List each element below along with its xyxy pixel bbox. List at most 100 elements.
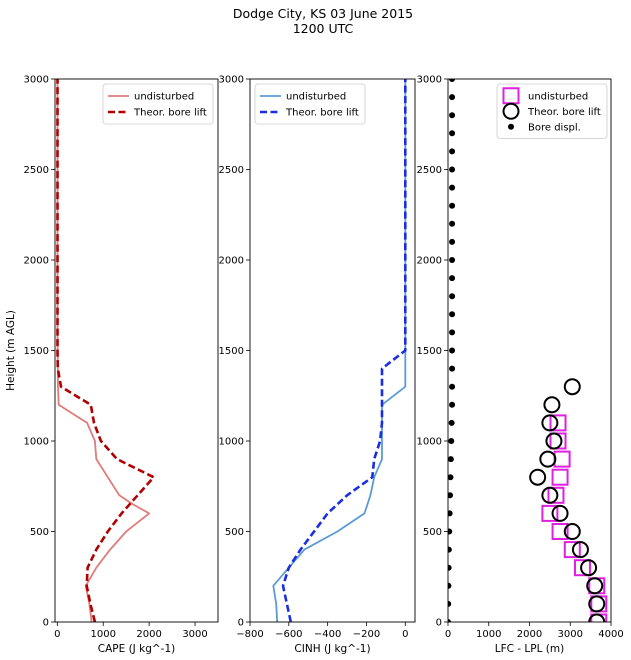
legend-label-bore-displ: Bore displ.	[528, 122, 581, 133]
x-tick-label: −400	[314, 629, 341, 640]
cinh-panel: −800 −600 −400 −200 0 0 500 1000 1500 2000 2500 300…	[219, 75, 416, 655]
figure-title-line2: 1200 UTC	[293, 21, 354, 36]
point-undisturbed	[549, 414, 567, 432]
y-tick-label: 500	[30, 527, 49, 538]
legend: undisturbed Theor. bore lift	[254, 83, 366, 125]
point-bore-displ	[448, 546, 452, 553]
point-theor-bore-lift	[586, 577, 604, 595]
point-bore-displ	[448, 456, 454, 463]
point-undisturbed	[547, 486, 565, 504]
y-tick-label: 2000	[24, 256, 49, 267]
point-theor-bore-lift	[539, 450, 557, 468]
y-axis-label: Height (m AGL)	[5, 310, 17, 391]
lfc-lpl-panel: 0 1000 2000 3000 4000 0 500 1000 1500 2000 2500 300…	[417, 75, 624, 656]
series-layer	[448, 79, 608, 622]
point-bore-displ	[448, 510, 453, 517]
y-tick-label: 2500	[24, 165, 49, 176]
axes-frame	[54, 78, 219, 623]
point-bore-displ	[448, 474, 454, 481]
y-tick-label: 3000	[219, 75, 244, 86]
legend: undisturbed Theor. bore lift	[102, 83, 214, 125]
y-tick-label: 2000	[417, 256, 442, 267]
point-bore-displ	[448, 600, 452, 607]
axes-frame	[249, 78, 416, 623]
point-bore-displ	[448, 438, 455, 444]
legend-swatch-bore-displ	[508, 123, 514, 130]
point-bore-displ	[448, 582, 452, 589]
y-tick-label: 2500	[219, 165, 244, 176]
legend-label-undisturbed: undisturbed	[286, 92, 346, 103]
x-tick-label: 4000	[598, 629, 623, 640]
point-bore-displ	[449, 238, 456, 245]
point-bore-displ	[449, 401, 456, 408]
point-undisturbed	[553, 450, 571, 468]
y-tick-label: 1000	[24, 437, 49, 448]
legend-box	[496, 83, 608, 139]
y-tick-label: 0	[436, 618, 442, 629]
x-axis-label: CINH (J kg^-1)	[294, 643, 370, 655]
point-theor-bore-lift	[529, 468, 547, 486]
x-tick-label: 0	[445, 629, 451, 640]
legend-label-undisturbed: undisturbed	[528, 91, 588, 102]
point-bore-displ	[449, 383, 456, 390]
point-theor-bore-lift	[545, 432, 563, 450]
x-tick-label: 2000	[136, 629, 161, 640]
legend-label-theor-bore-lift: Theor. bore lift	[527, 107, 601, 118]
point-bore-displ	[448, 528, 453, 535]
y-tick-label: 500	[225, 527, 244, 538]
point-bore-displ	[449, 184, 456, 191]
point-bore-displ	[449, 166, 456, 173]
y-tick-label: 1500	[417, 346, 442, 357]
point-bore-displ	[449, 293, 456, 300]
x-tick-label: 1000	[476, 629, 501, 640]
point-bore-displ	[449, 329, 456, 336]
point-bore-displ	[449, 148, 456, 155]
point-theor-bore-lift	[588, 595, 606, 613]
point-undisturbed	[551, 523, 569, 540]
point-bore-displ	[448, 564, 452, 571]
cape-panel: 0 1000 2000 3000 0 500 1000 1500 2000 2500 3000 CAP…	[5, 75, 219, 655]
point-theor-bore-lift	[551, 504, 569, 522]
legend-box	[102, 83, 214, 125]
y-tick-label: 1500	[219, 346, 244, 357]
point-bore-displ	[449, 347, 456, 354]
x-tick-label: 3000	[558, 629, 583, 640]
point-bore-displ	[449, 220, 456, 227]
point-theor-bore-lift	[541, 486, 559, 504]
y-tick-label: 1000	[219, 437, 244, 448]
axes-frame	[447, 78, 612, 623]
series-line-undisturbed	[56, 79, 151, 622]
point-bore-displ	[449, 112, 456, 119]
x-tick-label: −200	[353, 629, 380, 640]
point-undisturbed	[573, 559, 591, 577]
x-tick-label: −600	[275, 629, 302, 640]
point-bore-displ	[449, 94, 456, 101]
legend-swatch-theor-bore-lift	[502, 102, 520, 120]
series-line-theor-bore-lift	[56, 79, 155, 622]
x-tick-label: 0	[402, 629, 408, 640]
point-theor-bore-lift	[541, 414, 559, 432]
point-bore-displ	[449, 79, 456, 82]
legend-label-theor-bore-lift: Theor. bore lift	[133, 108, 207, 119]
y-tick-label: 3000	[417, 75, 442, 86]
point-theor-bore-lift	[588, 613, 606, 622]
y-tick-label: 0	[238, 618, 244, 629]
y-tick-label: 2500	[417, 165, 442, 176]
point-theor-bore-lift	[571, 541, 589, 559]
point-bore-displ	[449, 311, 456, 318]
point-theor-bore-lift	[563, 523, 581, 540]
point-bore-displ	[448, 419, 455, 426]
figure-title-line1: Dodge City, KS 03 June 2015	[233, 6, 413, 21]
x-axis-label: CAPE (J kg^-1)	[98, 643, 175, 655]
point-theor-bore-lift	[580, 559, 598, 577]
y-tick-label: 2000	[219, 256, 244, 267]
x-tick-label: 3000	[182, 629, 207, 640]
point-bore-displ	[448, 619, 451, 622]
y-tick-label: 500	[423, 527, 442, 538]
point-theor-bore-lift	[543, 396, 561, 414]
y-tick-label: 3000	[24, 75, 49, 86]
point-undisturbed	[563, 541, 581, 559]
x-tick-label: −800	[236, 629, 263, 640]
x-tick-label: 0	[54, 629, 60, 640]
